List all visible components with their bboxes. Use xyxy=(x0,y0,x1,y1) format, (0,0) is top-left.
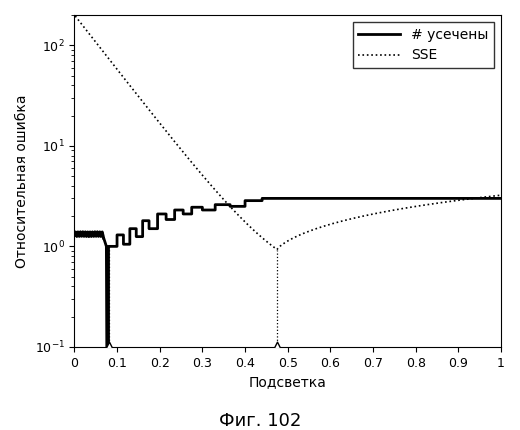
Y-axis label: Относительная ошибка: Относительная ошибка xyxy=(15,94,29,268)
Point xyxy=(105,344,113,350)
Legend: # усечены, SSE: # усечены, SSE xyxy=(353,22,494,68)
X-axis label: Подсветка: Подсветка xyxy=(249,375,327,389)
Text: Фиг. 102: Фиг. 102 xyxy=(219,412,301,430)
Point xyxy=(273,344,281,350)
